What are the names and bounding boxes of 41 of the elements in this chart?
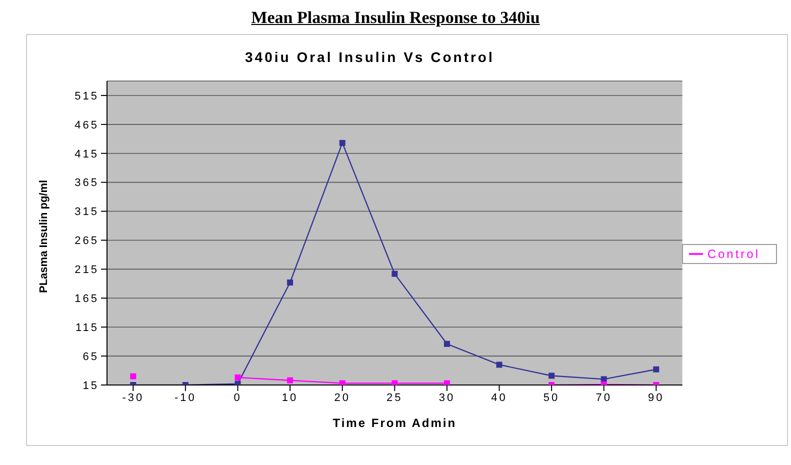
y-tick-label: 215 <box>74 264 99 276</box>
x-tick-label: 10 <box>282 392 298 404</box>
chart-title: Mean Plasma Insulin Response to 340iu <box>250 8 541 29</box>
x-tick-label: 70 <box>596 392 612 404</box>
y-tick-label: 65 <box>82 350 99 363</box>
x-tick-label: 25 <box>386 392 403 404</box>
point <box>444 340 450 347</box>
x-axis-title: Time From Admin <box>332 416 457 430</box>
y-tick-label: 265 <box>74 235 99 248</box>
x-tick-label: 20 <box>334 392 350 404</box>
point <box>287 280 294 286</box>
y-axis-title: PLasma Insulin pg/ml <box>38 180 50 293</box>
point <box>287 377 294 384</box>
x-tick-label: 40 <box>491 392 508 404</box>
x-tick-label: 0 <box>234 392 242 404</box>
point <box>234 374 241 380</box>
point <box>444 380 450 385</box>
point <box>653 366 660 372</box>
y-tick-label: 115 <box>75 322 99 334</box>
x-tick-label: -30 <box>122 392 144 404</box>
point <box>600 376 607 382</box>
y-tick-label: 315 <box>74 206 99 218</box>
y-tick-label: 465 <box>74 119 99 132</box>
y-tick-label: 15 <box>82 380 99 392</box>
point <box>392 380 398 385</box>
legend-label: Control <box>707 246 760 261</box>
y-tick-label: 515 <box>74 90 99 102</box>
point <box>130 373 136 380</box>
y-tick-label: 365 <box>74 177 99 190</box>
x-tick-label: 30 <box>438 392 456 404</box>
point <box>496 362 502 368</box>
point <box>548 372 555 379</box>
point <box>339 380 346 385</box>
x-tick-label: -10 <box>174 392 196 404</box>
point <box>392 270 398 277</box>
y-tick-label: 165 <box>74 293 99 306</box>
chart-subtitle: 340iu Oral Insulin Vs Control <box>244 49 496 67</box>
y-tick-label: 415 <box>74 148 99 160</box>
x-tick-label: 90 <box>648 392 664 404</box>
x-tick-label: 50 <box>543 392 560 404</box>
point <box>339 140 346 146</box>
